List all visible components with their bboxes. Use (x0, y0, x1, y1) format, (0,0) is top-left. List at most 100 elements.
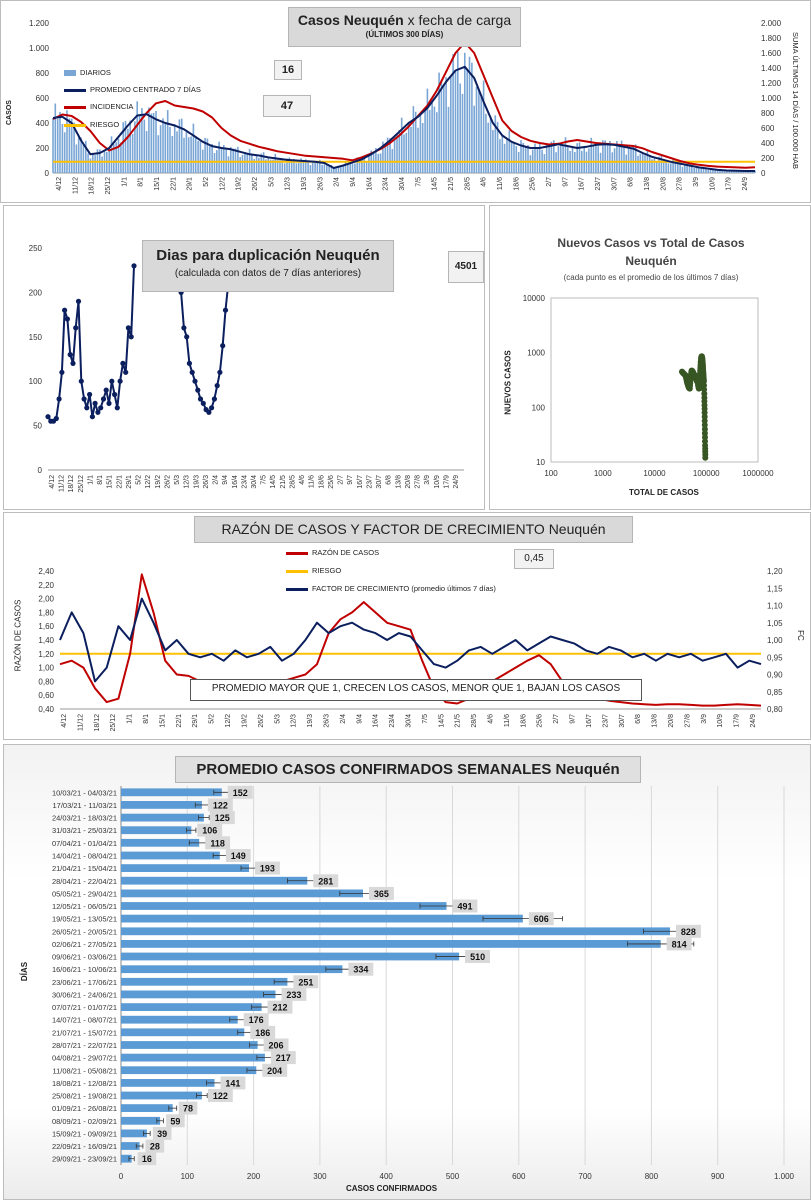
daily-bar (648, 155, 651, 173)
ratio-x-tick: 11/6 (504, 714, 511, 727)
cases-chart-svg: 0 200 400 600 800 1.000 1.200 0 200 400 600 800 1.00… (29, 19, 782, 195)
doubling-point (197, 396, 204, 402)
daily-bar (707, 169, 709, 173)
weekly-value-badge (262, 1063, 288, 1077)
scatter-subtitle: (cada punto es el promedio de los último… (563, 273, 739, 282)
weekly-value-label: 233 (286, 990, 301, 1000)
daily-bar (613, 148, 616, 173)
doubling-point (125, 325, 131, 331)
daily-bar (480, 94, 482, 173)
daily-bar (342, 164, 344, 173)
scatter-point (701, 413, 708, 420)
daily-bar (335, 168, 337, 173)
daily-bar (492, 130, 494, 173)
weekly-bar (121, 914, 523, 923)
weekly-value-label: 186 (255, 1028, 270, 1038)
daily-bar (246, 154, 248, 173)
cases-x-tick: 11/6 (497, 177, 504, 190)
weekly-value-badge (263, 1038, 289, 1052)
doubling-x-tick: 9/4 (222, 475, 229, 485)
daily-bar (307, 161, 309, 173)
weekly-bar (121, 801, 202, 809)
weekly-value-badge (250, 1025, 276, 1039)
daily-bar (152, 113, 155, 173)
doubling-point (217, 369, 223, 375)
daily-bar (290, 160, 293, 173)
weekly-value-badge (209, 811, 235, 825)
cases-x-tick: 17/9 (726, 177, 733, 191)
cases-x-tick: 23/7 (595, 177, 602, 191)
scatter-plot-area (550, 297, 759, 463)
daily-bar (407, 122, 410, 173)
weekly-bar (121, 876, 308, 885)
weekly-bar (121, 965, 343, 974)
weekly-category-label: 30/06/21 - 24/06/21 (52, 990, 117, 999)
daily-bar (204, 137, 206, 173)
daily-bar (592, 145, 595, 173)
daily-bar (61, 124, 64, 173)
weekly-value-label: 39 (157, 1129, 167, 1139)
doubling-point (181, 325, 187, 331)
daily-bar (641, 153, 644, 173)
cases-x-tick: 13/8 (644, 177, 651, 191)
daily-bar (272, 159, 274, 173)
cases-x-tick: 26/2 (252, 177, 259, 191)
daily-bar (113, 144, 115, 173)
daily-bar (230, 147, 232, 173)
ratio-x-tick: 26/3 (324, 714, 331, 728)
ratio-x-tick: 9/7 (570, 714, 577, 724)
daily-bar (674, 162, 677, 173)
weekly-value-label: 212 (272, 1003, 287, 1013)
ratio-right-y-tick: 1,10 (767, 602, 783, 611)
legend-daily-swatch (64, 70, 76, 77)
daily-bar (122, 122, 124, 173)
daily-bar (667, 163, 670, 173)
daily-bar (166, 110, 169, 173)
scatter-x-tick: 100000 (693, 469, 720, 478)
weekly-value-badge (227, 785, 253, 799)
doubling-x-tick: 23/7 (366, 475, 373, 489)
daily-bar (80, 137, 82, 173)
daily-bar (314, 161, 316, 173)
doubling-point (131, 263, 137, 269)
weekly-value-label: 152 (233, 788, 248, 798)
weekly-value-badge (267, 1000, 293, 1014)
daily-bar (688, 165, 691, 173)
ratio-legend-factor-swatch (286, 587, 308, 591)
ratio-x-tick: 26/2 (258, 714, 265, 728)
daily-bar (176, 131, 178, 173)
weekly-category-label: 14/04/21 - 08/04/21 (52, 851, 117, 860)
doubling-x-tick: 10/9 (434, 475, 441, 489)
weekly-category-label: 21/04/21 - 15/04/21 (52, 864, 117, 873)
doubling-point (89, 414, 95, 420)
daily-bar (258, 157, 260, 173)
weekly-category-label: 12/05/21 - 06/05/21 (52, 902, 117, 911)
weekly-value-badge (166, 1114, 185, 1128)
daily-bar (454, 70, 457, 173)
weekly-title-box: PROMEDIO CASOS CONFIRMADOS SEMANALES Neu… (175, 756, 641, 783)
doubling-x-tick: 4/6 (299, 475, 306, 485)
cases-x-tick: 26/3 (317, 177, 324, 191)
cases-left-y-tick: 1.200 (29, 19, 50, 28)
weekly-value-badge (452, 899, 478, 913)
legend-average-label: PROMEDIO CENTRADO 7 DÍAS (90, 85, 201, 94)
daily-bar (445, 77, 447, 173)
weekly-chart-svg: 0 100 200 300 400 500 600 700 800 900 1.000 10/03/2… (52, 785, 795, 1181)
weekly-category-label: 17/03/21 - 11/03/21 (53, 801, 118, 810)
doubling-line (47, 265, 135, 423)
weekly-value-badge (152, 1126, 172, 1140)
scatter-point (700, 376, 707, 383)
chart-panel-doubling: 0 50 100 150 200 250 4/12 11/12 18/12 25/12 1/1 8/1… (3, 205, 485, 510)
ratio-x-tick: 28/5 (471, 714, 478, 728)
daily-bar (562, 145, 564, 173)
weekly-value-badge (178, 1101, 198, 1115)
weekly-category-label: 24/03/21 - 18/03/21 (52, 814, 117, 823)
daily-bar (297, 162, 300, 173)
weekly-y-axis-title: DÍAS (20, 961, 30, 982)
weekly-x-tick: 500 (446, 1172, 460, 1181)
daily-bar (382, 141, 384, 173)
weekly-title: PROMEDIO CASOS CONFIRMADOS SEMANALES Neu… (196, 761, 620, 778)
daily-bar (293, 158, 295, 173)
scatter-y-tick: 100 (532, 403, 546, 412)
doubling-x-tick: 24/9 (453, 475, 460, 489)
